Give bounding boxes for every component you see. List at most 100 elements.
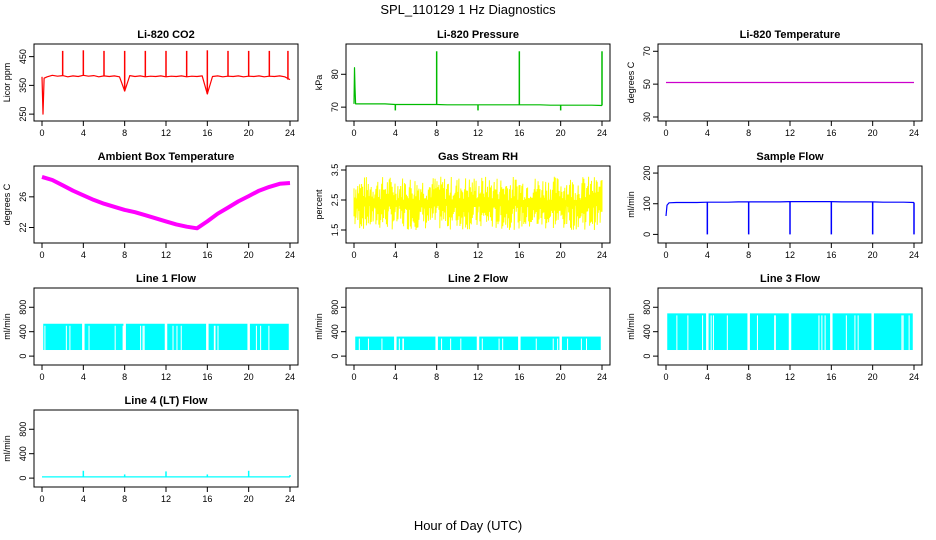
x-tick-label: 16 bbox=[826, 372, 836, 382]
x-tick-label: 16 bbox=[826, 128, 836, 138]
y-tick-label: 2.5 bbox=[330, 194, 340, 207]
y-axis-label: ml/min bbox=[626, 313, 636, 340]
panel-8: Line 2 Flow ml/min 0 4 8 12 16 20 24 0 400 800 bbox=[314, 273, 611, 382]
y-tick-label: 200 bbox=[642, 166, 652, 181]
panel-5: Gas Stream RH percent 0 4 8 12 16 20 24 1.5 2.5 3.5 bbox=[314, 151, 611, 260]
y-tick-label: 400 bbox=[642, 324, 652, 339]
x-tick-label: 16 bbox=[514, 250, 524, 260]
x-tick-label: 0 bbox=[351, 250, 356, 260]
x-tick-label: 4 bbox=[81, 372, 86, 382]
series-line bbox=[665, 201, 915, 217]
flow-band-segment bbox=[84, 323, 124, 351]
x-tick-label: 8 bbox=[122, 494, 127, 504]
plot-frame bbox=[33, 165, 299, 244]
x-tick-label: 4 bbox=[705, 128, 710, 138]
panel-title: Line 2 Flow bbox=[448, 273, 508, 285]
y-tick-label: 400 bbox=[18, 324, 28, 339]
x-tick-label: 20 bbox=[244, 128, 254, 138]
x-tick-label: 16 bbox=[202, 494, 212, 504]
panel-title: Li-820 Temperature bbox=[740, 29, 841, 41]
x-tick-label: 24 bbox=[909, 250, 919, 260]
y-tick-label: 800 bbox=[18, 422, 28, 437]
y-tick-label: 0 bbox=[642, 354, 652, 359]
x-tick-label: 8 bbox=[434, 250, 439, 260]
series-10 bbox=[42, 470, 291, 478]
x-tick-label: 4 bbox=[81, 128, 86, 138]
panel-3: Li-820 Temperature degrees C 0 4 8 12 16 20 24 30… bbox=[626, 29, 923, 138]
series-6 bbox=[665, 201, 915, 235]
flow-band-segment bbox=[396, 336, 436, 351]
series-line bbox=[41, 74, 291, 115]
x-tick-label: 24 bbox=[285, 250, 295, 260]
x-tick-label: 20 bbox=[244, 250, 254, 260]
x-tick-label: 4 bbox=[393, 250, 398, 260]
x-tick-label: 8 bbox=[434, 128, 439, 138]
y-tick-label: 80 bbox=[330, 69, 340, 79]
panel-10: Line 4 (LT) Flow ml/min 0 4 8 12 16 20 24 0 400 800 bbox=[2, 395, 299, 504]
x-tick-label: 12 bbox=[785, 372, 795, 382]
x-tick-label: 24 bbox=[597, 372, 607, 382]
flow-band-segment bbox=[873, 313, 913, 351]
y-axis-label: percent bbox=[314, 189, 324, 220]
y-tick-label: 400 bbox=[18, 446, 28, 461]
series-line bbox=[41, 174, 291, 231]
x-tick-label: 24 bbox=[597, 128, 607, 138]
flow-band-segment bbox=[832, 313, 872, 351]
x-tick-label: 20 bbox=[868, 128, 878, 138]
x-tick-label: 20 bbox=[244, 494, 254, 504]
panel-7: Line 1 Flow ml/min 0 4 8 12 16 20 24 0 400 800 bbox=[2, 273, 299, 382]
y-tick-label: 800 bbox=[642, 300, 652, 315]
panel-4: Ambient Box Temperature degrees C 0 4 8 12 16 2… bbox=[2, 151, 299, 260]
x-tick-label: 0 bbox=[39, 128, 44, 138]
rh-band-path bbox=[353, 176, 603, 231]
x-tick-label: 16 bbox=[826, 250, 836, 260]
flow-band-segment bbox=[520, 336, 560, 351]
y-tick-label: 400 bbox=[330, 324, 340, 339]
x-tick-label: 4 bbox=[81, 250, 86, 260]
y-tick-label: 100 bbox=[642, 196, 652, 211]
panel-title: Line 3 Flow bbox=[760, 273, 820, 285]
y-tick-label: 0 bbox=[18, 476, 28, 481]
y-tick-label: 3.5 bbox=[330, 164, 340, 177]
series-line bbox=[353, 67, 603, 107]
y-axis-label: degrees C bbox=[2, 183, 12, 225]
series-9 bbox=[667, 313, 913, 351]
y-tick-label: 26 bbox=[18, 192, 28, 202]
panel-9: Line 3 Flow ml/min 0 4 8 12 16 20 24 0 400 800 bbox=[626, 273, 923, 382]
flow-band-segment bbox=[791, 313, 831, 351]
panel-title: Ambient Box Temperature bbox=[98, 151, 235, 163]
y-axis-label: ml/min bbox=[626, 191, 636, 218]
x-axis-title: Hour of Day (UTC) bbox=[413, 518, 523, 533]
x-tick-label: 16 bbox=[202, 372, 212, 382]
x-tick-label: 12 bbox=[161, 372, 171, 382]
y-axis-label: kPa bbox=[314, 75, 324, 91]
flow-band-segment bbox=[355, 336, 395, 351]
x-tick-label: 8 bbox=[746, 372, 751, 382]
y-tick-label: 50 bbox=[642, 79, 652, 89]
x-tick-label: 16 bbox=[514, 128, 524, 138]
x-tick-label: 24 bbox=[285, 372, 295, 382]
x-tick-label: 24 bbox=[285, 494, 295, 504]
y-tick-label: 450 bbox=[18, 49, 28, 64]
flow-band-segment bbox=[708, 313, 748, 351]
x-tick-label: 4 bbox=[705, 372, 710, 382]
y-tick-label: 350 bbox=[18, 78, 28, 93]
y-tick-label: 800 bbox=[330, 300, 340, 315]
flow-band-segment bbox=[43, 323, 83, 351]
y-tick-label: 0 bbox=[18, 354, 28, 359]
series-8 bbox=[355, 336, 601, 351]
panel-1: Li-820 CO2 Licor ppm 0 4 8 12 16 20 24 250 350 450 bbox=[2, 29, 299, 138]
x-tick-label: 4 bbox=[393, 372, 398, 382]
y-tick-label: 250 bbox=[18, 107, 28, 122]
x-tick-label: 12 bbox=[785, 128, 795, 138]
x-tick-label: 24 bbox=[909, 372, 919, 382]
x-tick-label: 0 bbox=[39, 372, 44, 382]
x-tick-label: 20 bbox=[868, 250, 878, 260]
y-axis-label: ml/min bbox=[2, 313, 12, 340]
x-tick-label: 4 bbox=[705, 250, 710, 260]
y-tick-label: 22 bbox=[18, 222, 28, 232]
x-tick-label: 0 bbox=[351, 128, 356, 138]
page-title: SPL_110129 1 Hz Diagnostics bbox=[380, 2, 556, 17]
x-tick-label: 16 bbox=[202, 128, 212, 138]
panel-title: Line 1 Flow bbox=[136, 273, 196, 285]
